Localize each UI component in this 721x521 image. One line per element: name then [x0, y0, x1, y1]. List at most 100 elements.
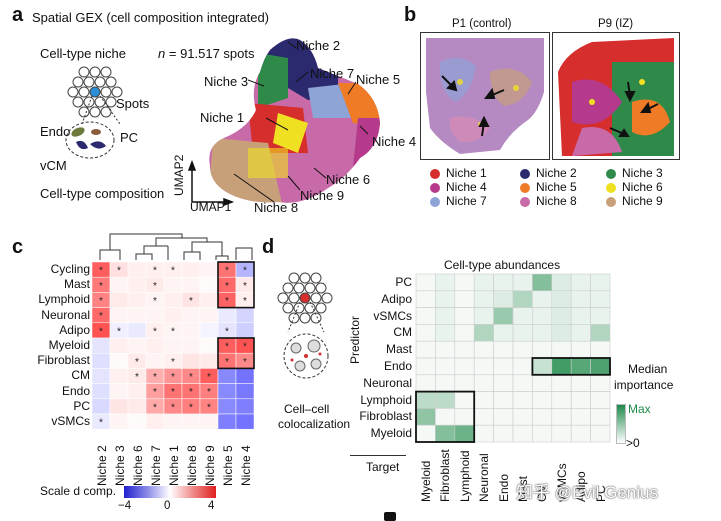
heatmap-cell	[127, 322, 147, 339]
heatmap-cell	[415, 391, 436, 409]
legend-swatch	[430, 168, 440, 179]
heatmap-cell	[163, 292, 183, 308]
significance-star: *	[99, 296, 103, 307]
heatmap-column-label: Niche 2	[95, 445, 109, 486]
heatmap-cell	[435, 273, 456, 292]
heatmap-column-label: Niche 5	[221, 445, 235, 486]
significance-star: *	[171, 266, 175, 277]
heatmap-cell	[415, 340, 436, 359]
cell-composition-diagram	[65, 121, 115, 159]
heatmap-cell	[532, 307, 553, 325]
panel-d-label: d	[262, 236, 275, 258]
umap-x-label: UMAP1	[190, 200, 232, 214]
significance-star: *	[189, 296, 193, 307]
heatmap-row-label: Lymphoid	[360, 392, 412, 407]
significance-star: *	[153, 372, 157, 383]
legend-swatch	[520, 196, 530, 207]
heatmap-row-label: Myeloid	[370, 426, 412, 441]
heatmap-row-label: Neuronal	[363, 375, 412, 390]
heatmap-cell	[590, 290, 611, 308]
heatmap-cell	[235, 307, 255, 324]
highlight-box	[531, 357, 611, 376]
panel-a-label: a	[12, 4, 24, 26]
watermark: 知乎 @Evil Genius	[516, 483, 658, 502]
heatmap-cell	[91, 398, 111, 415]
heatmap-cell	[454, 340, 475, 359]
importance-scale-bar	[616, 404, 626, 444]
heatmap-row-label: Mast	[385, 342, 412, 357]
heatmap-cell	[551, 290, 572, 308]
heatmap-cell	[532, 408, 553, 426]
heatmap-cell	[415, 307, 436, 325]
pc-label: PC	[120, 130, 139, 145]
significance-star: *	[153, 387, 157, 398]
panel-f-fragment	[384, 512, 396, 521]
heatmap-cell	[570, 374, 591, 392]
heatmap-cell	[91, 368, 111, 384]
heatmap-row-label: vSMCs	[51, 414, 90, 428]
legend-item: Niche 4	[430, 180, 487, 194]
heatmap-cell	[415, 290, 436, 308]
scale-min-label: >0	[626, 436, 640, 450]
heatmap-cell	[454, 408, 475, 426]
heatmap-cell	[590, 374, 611, 392]
heatmap-cell	[590, 340, 611, 359]
heatmap-cell	[235, 413, 255, 430]
significance-star: *	[207, 387, 211, 398]
heatmap-cell	[415, 374, 436, 392]
significance-star: *	[225, 266, 229, 277]
heatmap-cell	[109, 292, 129, 308]
heatmap-cell	[127, 307, 147, 324]
legend-item: Niche 2	[520, 166, 577, 180]
heatmap-cell	[590, 424, 611, 443]
heatmap-row-label: Endo	[383, 359, 412, 373]
median-label-1: Median	[628, 362, 668, 376]
heatmap-cell	[415, 424, 436, 443]
heatmap-cell	[435, 324, 456, 342]
heatmap-column-label: Neuronal	[477, 453, 492, 502]
highlight-box	[217, 337, 255, 370]
heatmap-cell	[415, 324, 436, 342]
significance-star: *	[135, 357, 139, 368]
heatmap-cell	[512, 357, 533, 376]
heatmap-cell	[512, 290, 533, 308]
heatmap-column-label: Niche 1	[167, 445, 181, 486]
sample2-title: P9 (IZ)	[598, 18, 634, 30]
significance-star: *	[243, 281, 247, 292]
heatmap-cell	[199, 322, 219, 339]
heatmap-cell	[570, 290, 591, 308]
heatmap-cell	[199, 276, 219, 293]
sample1-tissue-map	[420, 32, 550, 160]
heatmap-cell	[570, 408, 591, 426]
legend-item: Niche 3	[606, 166, 663, 180]
heatmap-cell	[532, 391, 553, 409]
heatmap-cell	[163, 337, 183, 354]
significance-star: *	[189, 387, 193, 398]
heatmap-cell	[235, 322, 255, 339]
legend-label: Niche 2	[536, 166, 577, 180]
heatmap-row-label: CM	[393, 325, 412, 340]
scale-mid: 0	[164, 500, 171, 512]
heatmap-cell	[109, 352, 129, 369]
significance-star: *	[153, 296, 157, 307]
colocalization-caption-2: colocalization	[278, 417, 351, 431]
umap-label-niche-7: Niche 7	[310, 66, 355, 81]
heatmap-cell	[493, 408, 514, 426]
heatmap-cell	[473, 324, 494, 342]
n-symbol: n	[158, 46, 166, 61]
niche-composition-heatmap: * * * * * * * * * * * * * * * * * * * * * * * * * * * * * * * * * * * * * * * *…	[91, 261, 255, 430]
scale-max: 4	[208, 500, 215, 512]
heatmap-cell	[127, 383, 147, 400]
heatmap-cell	[493, 340, 514, 359]
heatmap-cell	[551, 408, 572, 426]
heatmap-row-label: Endo	[61, 383, 90, 398]
heatmap-cell	[493, 357, 514, 376]
heatmap-cell	[163, 413, 183, 430]
color-scale-bar	[124, 486, 216, 498]
significance-star: *	[153, 402, 157, 413]
heatmap-cell	[199, 337, 219, 354]
heatmap-cell	[91, 383, 111, 400]
legend-item: Niche 9	[606, 194, 663, 208]
significance-star: *	[99, 326, 103, 337]
scale-min: −4	[118, 500, 132, 512]
